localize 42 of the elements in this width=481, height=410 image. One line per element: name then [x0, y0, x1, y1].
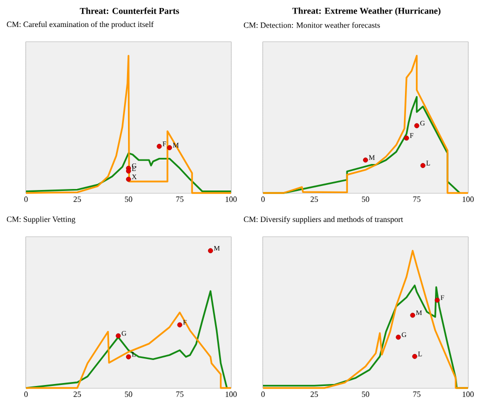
x-tick-label: 25	[74, 392, 81, 397]
x-tick-label: 75	[413, 196, 420, 202]
point	[177, 322, 182, 328]
point	[156, 144, 162, 149]
point	[434, 298, 440, 303]
x-tick-label: 100	[462, 392, 474, 397]
point	[167, 145, 172, 150]
x-tick-label: 50	[362, 196, 370, 202]
point	[126, 168, 132, 174]
x-tick-label: 0	[261, 392, 265, 397]
x-tick-label: 0	[24, 392, 28, 397]
point	[126, 354, 132, 360]
x-tick-label: 75	[413, 392, 420, 397]
x-tick-label: 25	[74, 196, 81, 202]
point	[414, 123, 420, 128]
point	[396, 334, 401, 340]
x-tick-label: 25	[310, 392, 318, 397]
point	[363, 158, 368, 163]
chart-subtitle: CM: Detection: Monitor weather forecasts	[244, 22, 380, 28]
point	[208, 248, 214, 254]
x-tick-label: 100	[226, 196, 237, 202]
point	[116, 333, 121, 338]
x-tick-label: 75	[176, 392, 184, 397]
chart-title: Threat: Extreme Weather (Hurricane)	[292, 8, 440, 16]
point	[404, 136, 410, 141]
x-tick-label: 100	[462, 196, 474, 202]
x-tick-label: 0	[24, 196, 28, 202]
chart-title: CM: Supplier Vetting	[6, 216, 76, 224]
x-tick-label: 75	[176, 196, 184, 202]
chart-title: Threat: Counterfeit Parts	[80, 8, 180, 14]
chart-subtitle: CM: Careful examination of the product itself	[6, 21, 154, 29]
x-tick-label: 0	[261, 196, 265, 202]
chart-title: CM: Diversify suppliers and methods of transport	[244, 216, 404, 224]
x-tick-label: 50	[124, 196, 132, 202]
x-tick-label: 50	[362, 392, 370, 397]
point	[420, 163, 426, 168]
x-tick-label: 50	[124, 392, 132, 397]
x-tick-label: 25	[310, 196, 318, 202]
point	[412, 354, 418, 359]
point	[410, 312, 416, 318]
point	[126, 176, 132, 182]
x-tick-label: 100	[226, 392, 237, 397]
